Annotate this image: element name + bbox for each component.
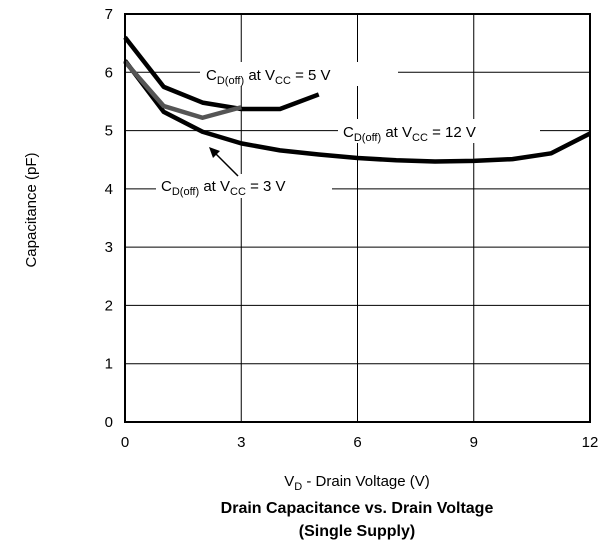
annotation-12v-bg — [338, 119, 540, 143]
annotation-3v: CD(off) at VCC = 3 V — [161, 178, 286, 198]
x-tick-label: 6 — [353, 434, 361, 451]
plot-frame — [124, 13, 591, 423]
chart-subtitle: (Single Supply) — [299, 523, 415, 540]
annotation-5v-bg — [200, 62, 398, 86]
x-tick-label: 12 — [582, 434, 599, 451]
y-tick-label: 4 — [105, 181, 113, 198]
annotation-3v-bg — [156, 174, 332, 198]
x-tick-label: 3 — [237, 434, 245, 451]
x-tick-label: 9 — [470, 434, 478, 451]
y-tick-label: 7 — [105, 6, 113, 23]
y-tick-label: 5 — [105, 123, 113, 140]
annotation-3v-arrow-line — [212, 150, 239, 177]
annotation-12v: CD(off) at VCC = 12 V — [343, 124, 476, 144]
series-line-5v — [123, 35, 320, 112]
series-lines — [123, 35, 592, 164]
annotation-5v: CD(off) at VCC = 5 V — [206, 67, 331, 87]
x-tick-label: 0 — [121, 434, 129, 451]
series-line-3v — [123, 60, 242, 120]
y-tick-label: 6 — [105, 64, 113, 81]
y-axis-label: Capacitance (pF) — [23, 152, 40, 267]
y-tick-label: 3 — [105, 239, 113, 256]
x-axis-label: VD - Drain Voltage (V) — [284, 473, 430, 493]
annotation-3v-arrow-head — [209, 147, 220, 158]
chart-title: Drain Capacitance vs. Drain Voltage — [221, 500, 494, 517]
y-tick-label: 0 — [105, 414, 113, 431]
y-tick-label: 2 — [105, 297, 113, 314]
y-tick-label: 1 — [105, 356, 113, 373]
series-line-12v — [123, 59, 592, 164]
